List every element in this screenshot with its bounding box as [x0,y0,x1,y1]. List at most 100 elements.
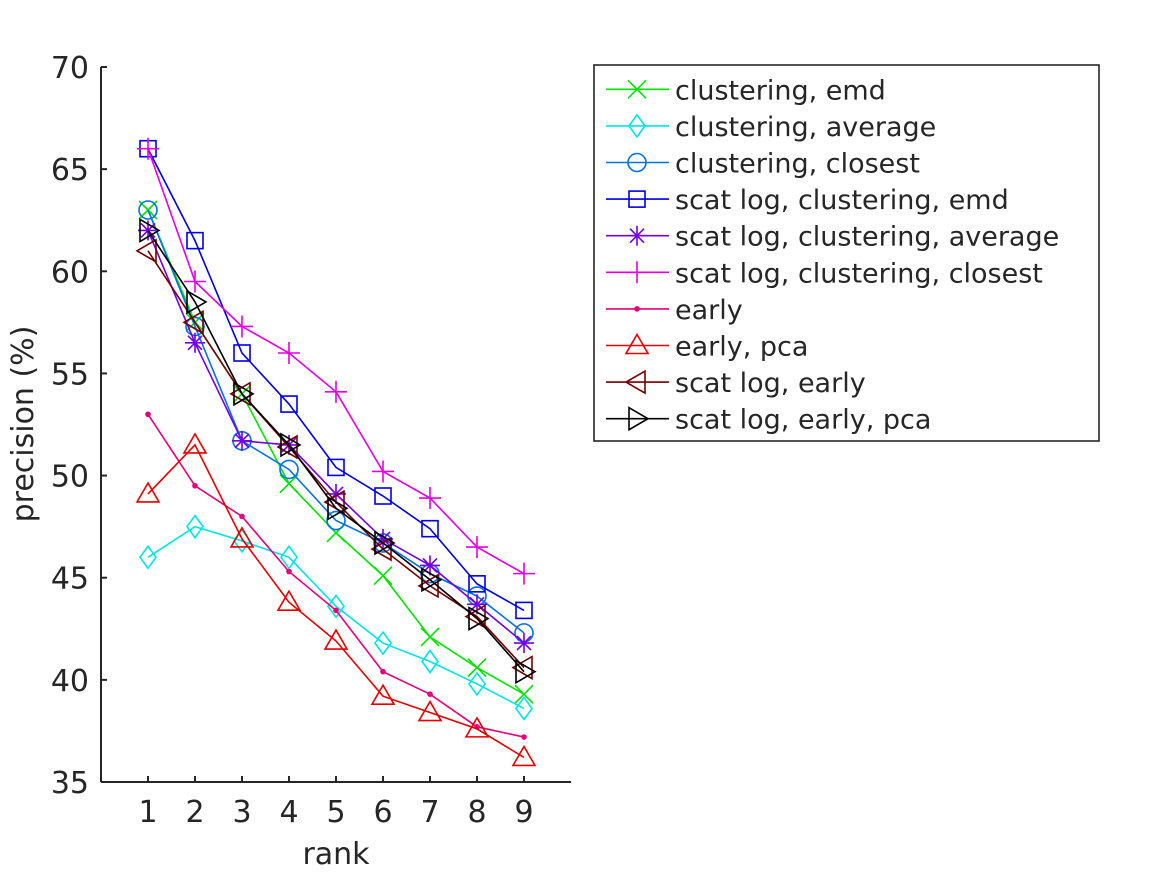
data-point [186,514,204,540]
legend-label: clustering, emd [675,75,886,106]
series-7 [145,411,527,740]
y-tick-label: 60 [51,255,89,290]
y-axis-label: precision (%) [6,326,41,523]
series-line [147,209,525,634]
legend-entry: early [606,295,743,326]
legend-label: scat log, early [675,368,866,399]
data-point [186,231,204,250]
data-point [417,699,443,722]
data-point [280,395,298,413]
series-line [147,443,525,759]
data-point [624,369,646,395]
data-point [467,594,487,615]
data-point [626,261,648,284]
x-tick-label: 7 [420,795,439,830]
data-point [373,566,393,586]
data-point [182,309,204,335]
data-point [514,633,534,654]
data-point [327,593,345,619]
x-tick-label: 3 [232,795,251,830]
data-point [278,342,300,364]
series-line [147,230,525,644]
series-line [147,148,525,612]
data-point [370,683,396,705]
data-point [286,568,292,575]
data-point [514,684,534,704]
data-point [634,306,640,312]
legend-label: scat log, clustering, emd [675,185,1009,216]
data-point [231,315,253,338]
data-point [186,289,208,315]
x-tick-label: 6 [373,795,392,830]
data-point [374,630,392,656]
data-point [229,381,251,407]
data-point [467,658,487,678]
y-tick-label: 65 [51,153,89,188]
x-tick-label: 4 [279,795,298,830]
data-point [279,459,299,480]
legend-entry: clustering, average [606,112,936,143]
series-line [147,209,525,695]
y-tick-label: 50 [51,460,89,495]
x-tick-label: 8 [467,795,486,830]
data-point [139,544,157,570]
data-point [628,190,646,208]
legend-entry: scat log, early, pca [606,405,931,436]
data-point [192,482,198,489]
legend-label: early [675,295,743,326]
data-point [421,649,439,674]
data-point [513,562,535,585]
y-tick-label: 35 [51,766,89,801]
series-6 [137,137,535,585]
data-point [464,716,490,738]
data-point [628,406,650,432]
data-point [515,659,537,685]
series-line [147,229,525,673]
data-point [421,567,443,593]
y-tick-label: 40 [51,664,89,699]
data-point [420,555,440,576]
legend-entry: scat log, clustering, emd [606,185,1009,216]
legend-label: early, pca [675,332,808,363]
legend-entry: scat log, clustering, closest [606,258,1043,289]
legend-entry: clustering, closest [606,149,920,180]
data-point [627,152,647,173]
data-point [327,495,349,521]
series-line [147,525,525,710]
data-point [380,668,386,675]
data-point [233,381,255,407]
data-point [276,589,302,612]
y-tick-label: 55 [51,357,89,392]
data-point [511,744,537,767]
legend-entry: scat log, early [606,368,866,399]
data-point [135,481,161,503]
data-point [279,474,299,494]
data-point [232,430,252,451]
data-point [325,380,347,403]
data-point [326,510,346,531]
data-point [145,411,151,418]
y-tick-label: 45 [51,562,89,597]
legend-entry: early, pca [606,332,808,363]
data-point [135,238,157,264]
x-tick-label: 2 [185,795,204,830]
data-point [374,487,392,505]
legend-label: scat log, clustering, closest [675,258,1043,289]
x-tick-label: 9 [514,795,533,830]
data-point [628,113,646,139]
data-point [627,225,647,246]
legend-box [593,64,1100,442]
data-point [372,460,394,483]
data-point [515,696,533,721]
data-point [185,332,205,353]
legend-entry: clustering, emd [606,75,886,106]
data-point [229,526,255,548]
data-point [511,655,533,680]
data-point [468,671,486,697]
data-point [280,432,302,458]
data-point [239,513,245,520]
x-axis-label: rank [302,837,370,872]
data-point [333,607,339,614]
